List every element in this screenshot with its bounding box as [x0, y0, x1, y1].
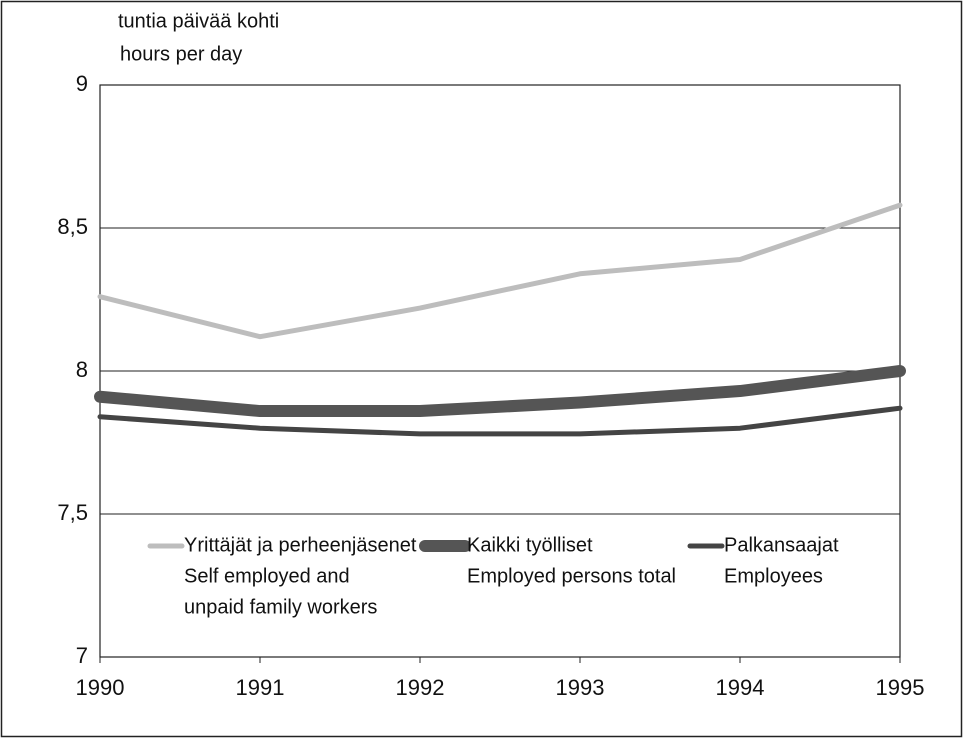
legend-label-en: Self employed and: [184, 565, 350, 587]
y-tick-label: 7,5: [57, 500, 88, 525]
x-tick-label: 1995: [876, 675, 925, 700]
legend-label: Yrittäjät ja perheenjäsenet: [184, 534, 417, 556]
x-tick-label: 1990: [76, 675, 125, 700]
x-tick-label: 1992: [396, 675, 445, 700]
series-line: [97, 202, 903, 340]
legend-label-en: Employed persons total: [467, 565, 676, 587]
legend-label: Palkansaajat: [724, 534, 839, 556]
series-line: [94, 365, 906, 418]
y-tick-label: 8,5: [57, 214, 88, 239]
x-tick-label: 1994: [716, 675, 765, 700]
y-axis-label-en: hours per day: [120, 43, 242, 65]
legend-label-en: unpaid family workers: [184, 596, 377, 618]
y-tick-label: 7: [76, 643, 88, 668]
series-line: [97, 405, 903, 437]
x-tick-label: 1993: [556, 675, 605, 700]
x-tick-label: 1991: [236, 675, 285, 700]
legend-label: Kaikki työlliset: [467, 534, 593, 556]
y-axis-label: tuntia päivää kohti: [118, 10, 279, 32]
legend-label-en: Employees: [724, 565, 823, 587]
y-tick-label: 9: [76, 71, 88, 96]
y-tick-label: 8: [76, 357, 88, 382]
